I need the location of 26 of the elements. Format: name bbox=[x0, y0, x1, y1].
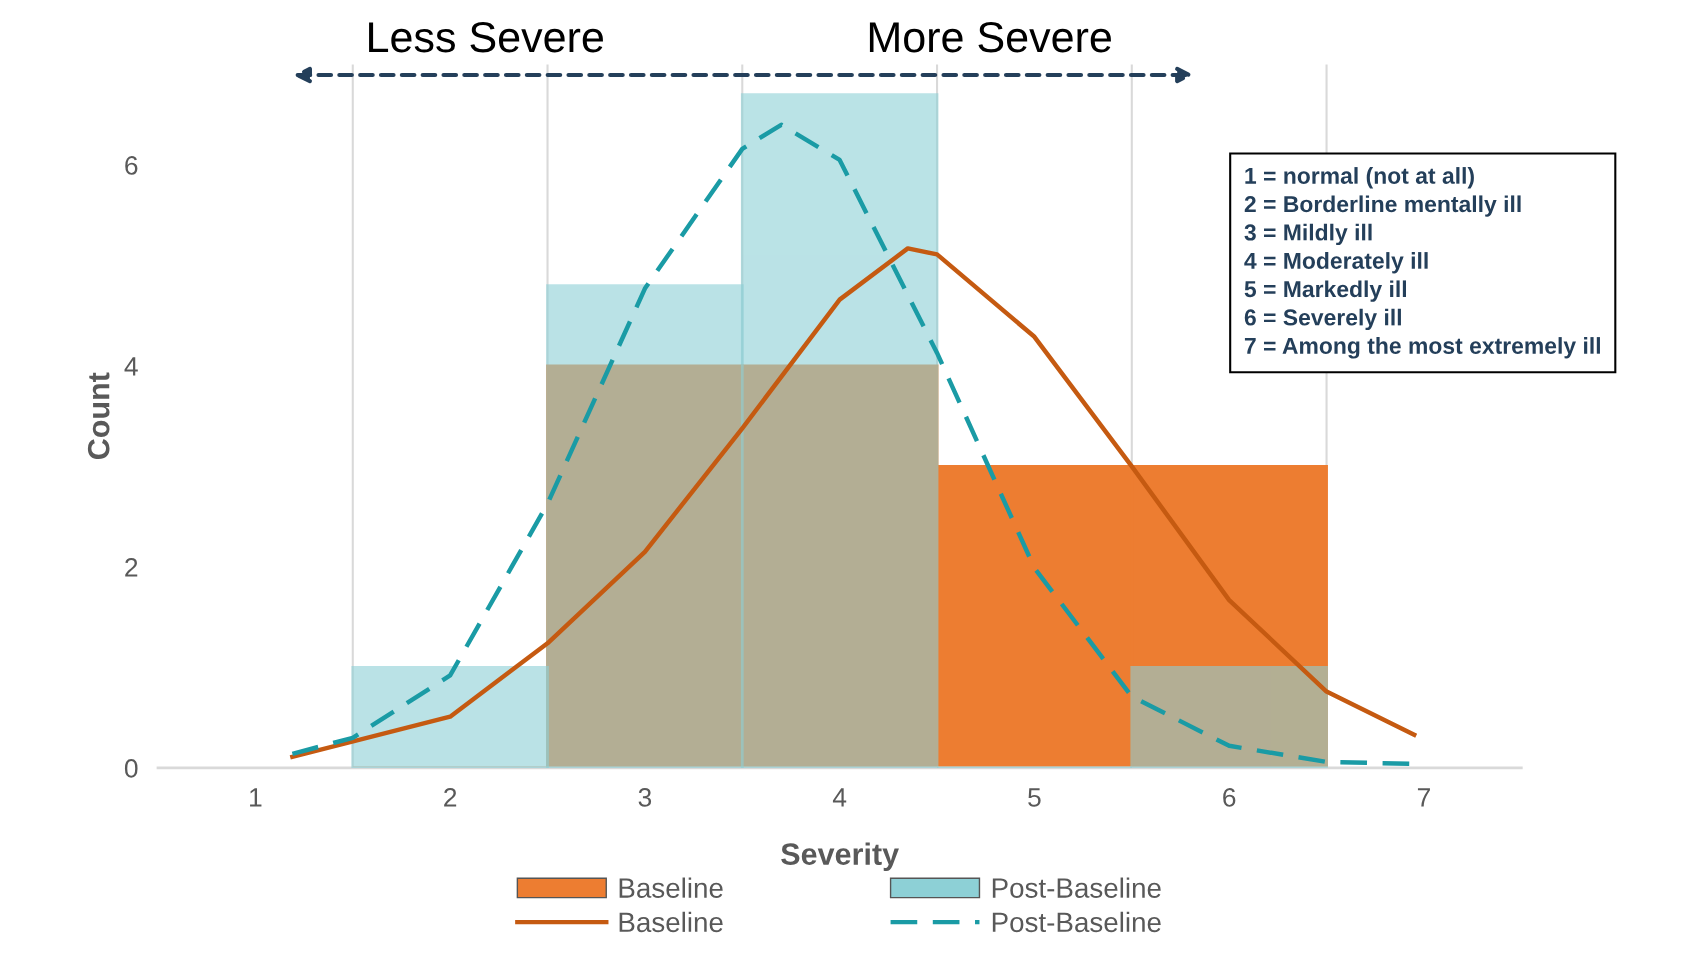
y-tick-label: 2 bbox=[125, 558, 138, 577]
x-tick-label: 5 bbox=[1028, 788, 1041, 807]
legend-label: Baseline bbox=[619, 911, 723, 933]
annotation: 5 = Markedly ill bbox=[1244, 280, 1406, 302]
legend-label: Baseline bbox=[619, 877, 723, 898]
x-tick-label: 1 bbox=[250, 788, 262, 807]
y-tick-label: 6 bbox=[125, 156, 138, 175]
y-tick-label: 4 bbox=[124, 357, 138, 376]
annotation: 3 = Mildly ill bbox=[1244, 223, 1372, 246]
y-axis-title: Count bbox=[87, 372, 110, 460]
legend-label: Post-Baseline bbox=[992, 911, 1161, 933]
annotation: 6 = Severely ill bbox=[1244, 308, 1401, 331]
x-tick-label: 7 bbox=[1417, 788, 1430, 807]
y-tick-label: 0 bbox=[124, 759, 138, 778]
x-tick-label: 2 bbox=[444, 788, 457, 807]
x-axis-title: Severity bbox=[781, 842, 899, 871]
annotation: 2 = Borderline mentally ill bbox=[1244, 195, 1521, 217]
text: More Severe bbox=[869, 21, 1111, 53]
annotation: 4 = Moderately ill bbox=[1244, 252, 1428, 274]
x-tick-label: 4 bbox=[832, 788, 847, 807]
annotation: 7 = Among the most extremely ill bbox=[1244, 337, 1600, 359]
x-tick-label: 6 bbox=[1223, 788, 1236, 807]
legend-label: Post-Baseline bbox=[992, 877, 1161, 898]
text: Less Severe bbox=[369, 21, 603, 53]
annotation: 1 = normal (not at all) bbox=[1245, 167, 1474, 189]
x-tick-label: 3 bbox=[638, 788, 652, 807]
